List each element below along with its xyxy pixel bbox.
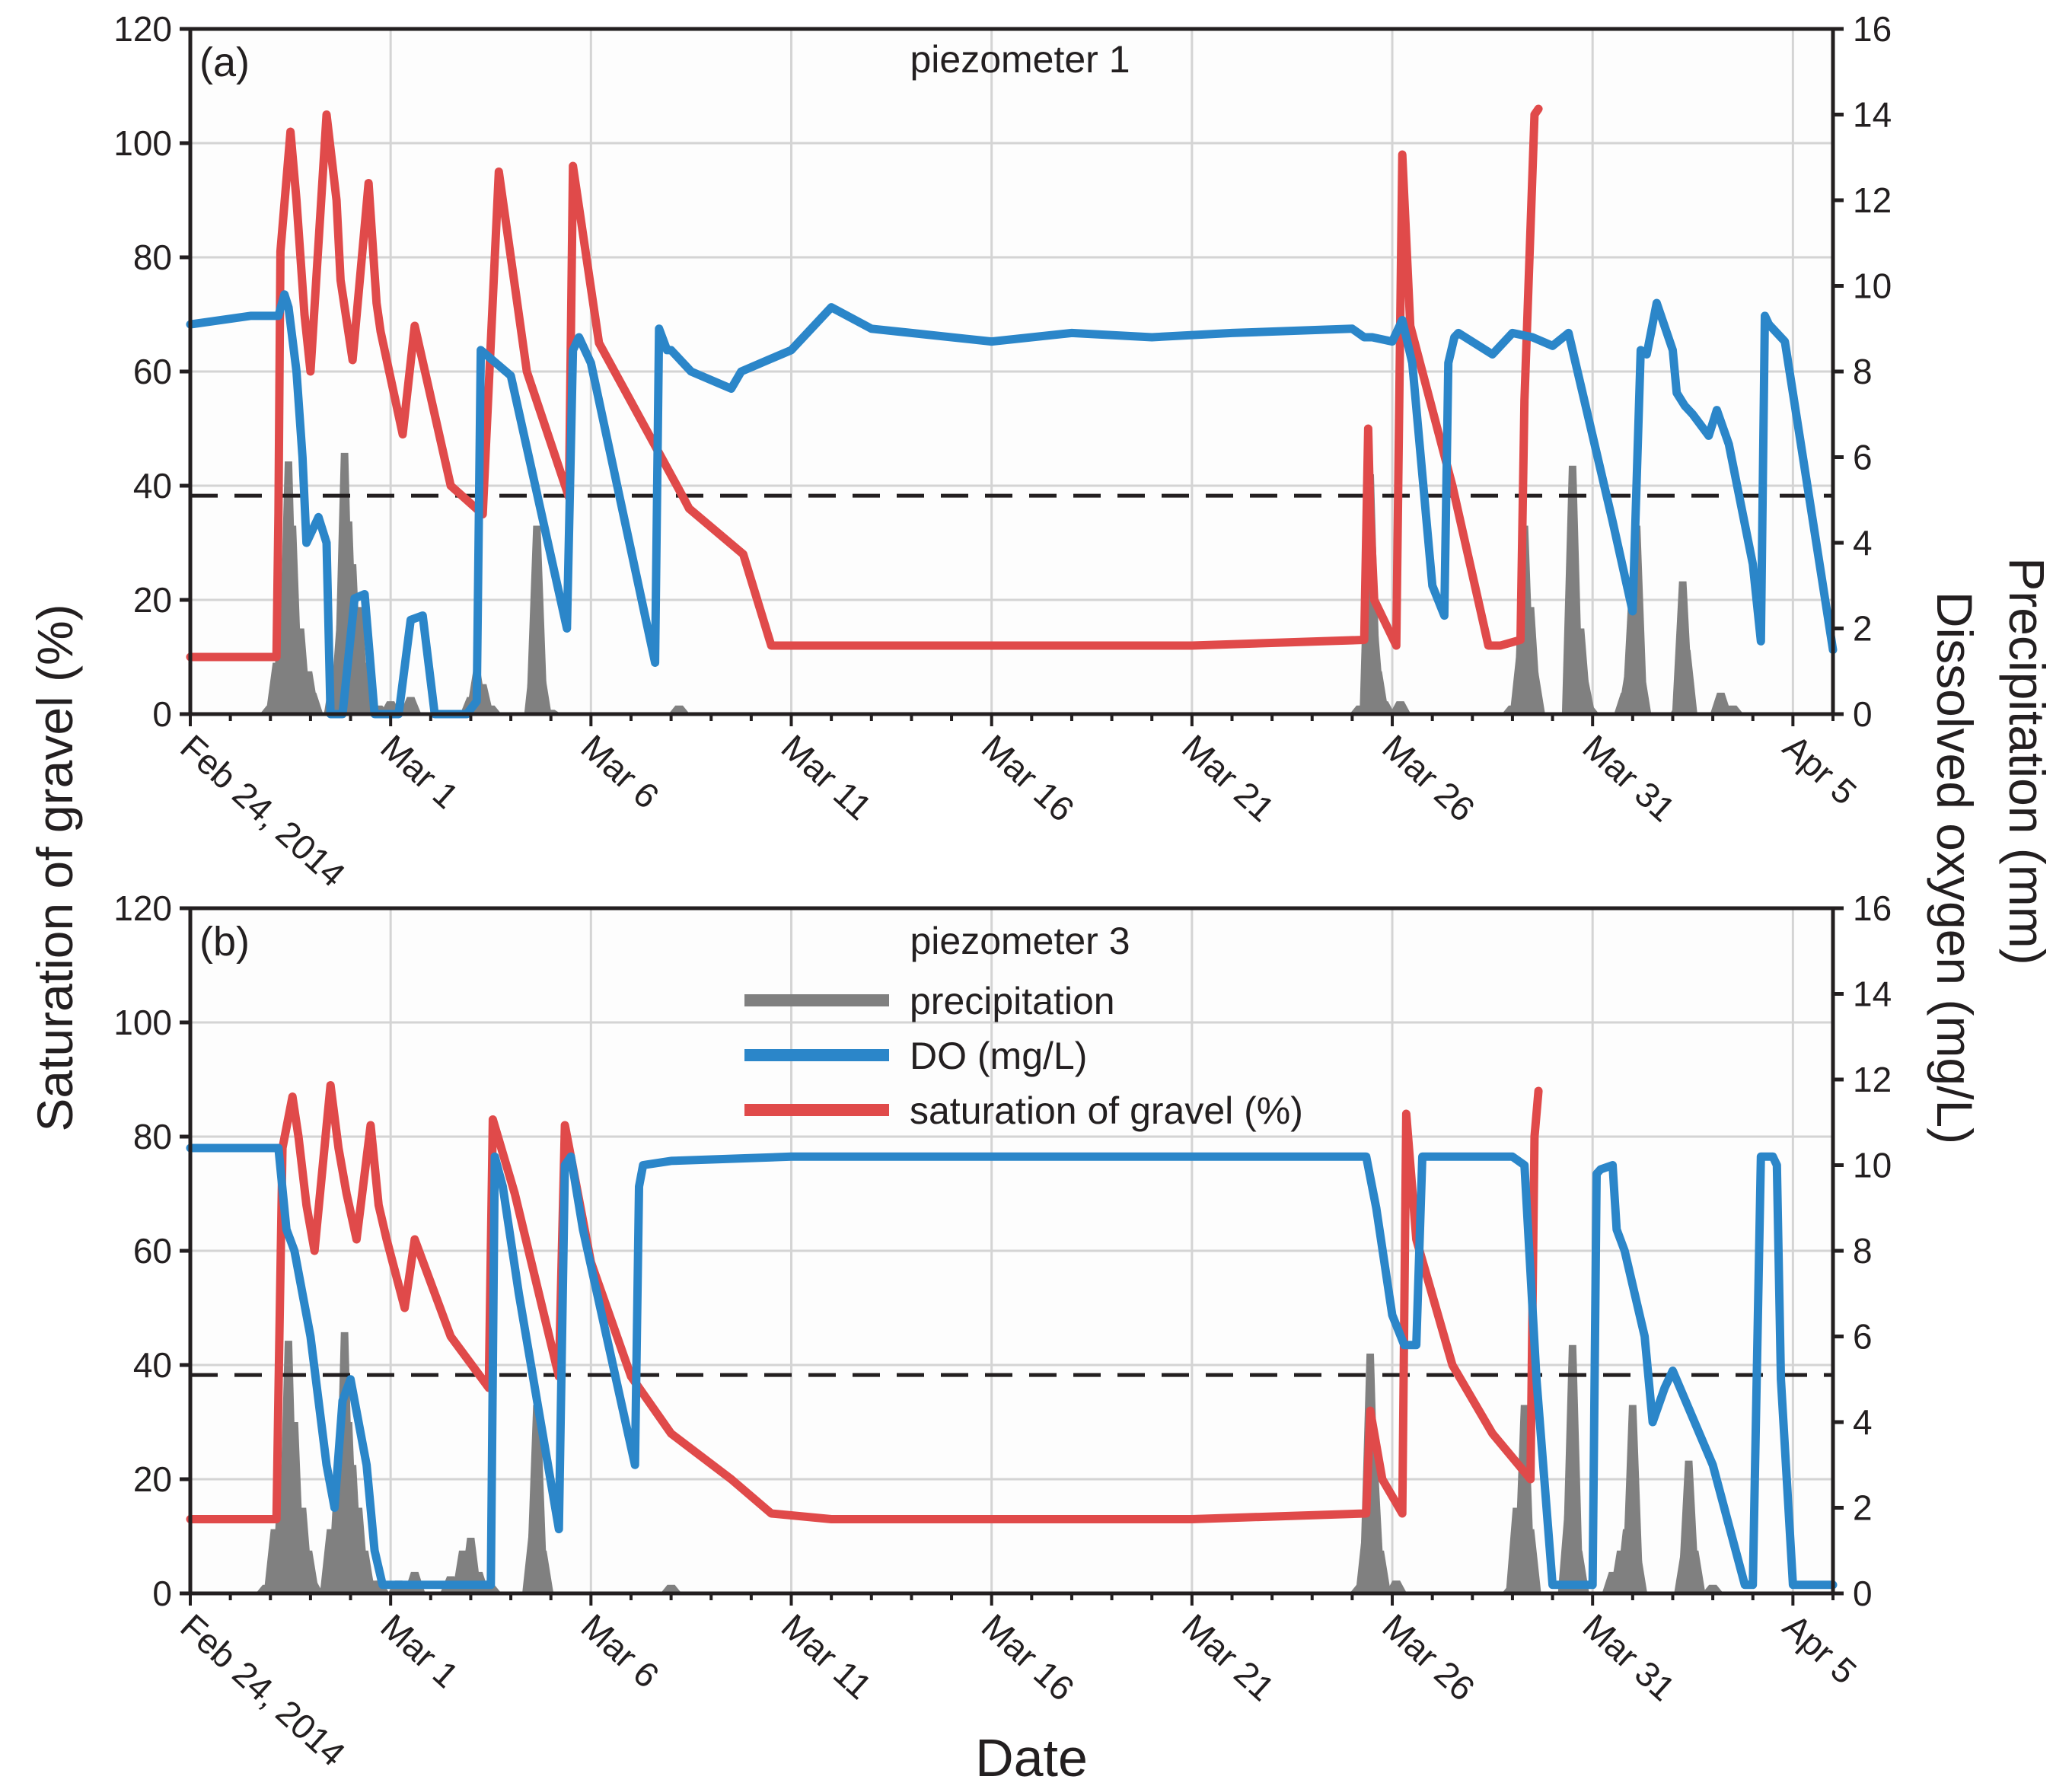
x-tick-label-a-0: Feb 24, 2014 bbox=[173, 727, 352, 895]
precipitation-bar-b-48 bbox=[1684, 1550, 1706, 1593]
y-left-tick-label-b-100: 100 bbox=[113, 1003, 172, 1042]
x-tick-label-b-8: Apr 5 bbox=[1776, 1606, 1865, 1692]
x-axis-label: Date bbox=[975, 1728, 1088, 1786]
x-tick-label-a-8: Apr 5 bbox=[1776, 727, 1865, 812]
y-left-tick-label-b-120: 120 bbox=[113, 888, 172, 928]
precipitation-bar-a-7 bbox=[301, 692, 324, 714]
x-tick-label-b-2: Mar 6 bbox=[574, 1606, 667, 1695]
precipitation-bar-b-44 bbox=[1621, 1405, 1643, 1593]
precipitation-bar-b-7 bbox=[301, 1580, 324, 1593]
y-left-tick-label-b-80: 80 bbox=[133, 1117, 172, 1156]
precipitation-bar-a-50 bbox=[1675, 649, 1697, 714]
y-left-tick-label-a-120: 120 bbox=[113, 9, 172, 49]
y-right-tick-label-b-16: 16 bbox=[1853, 888, 1892, 928]
precipitation-bar-b-27 bbox=[660, 1584, 682, 1593]
precipitation-bar-a-32 bbox=[1373, 701, 1395, 714]
y-left-tick-label-a-0: 0 bbox=[152, 694, 172, 734]
precipitation-bar-b-26 bbox=[532, 1550, 554, 1593]
y-axis-label-right-inner: Dissolved oxygen (mg/L) bbox=[1927, 592, 1983, 1144]
y-right-tick-label-b-14: 14 bbox=[1853, 974, 1892, 1014]
do-line-a bbox=[186, 290, 1838, 719]
y-axis-label-left: Saturation of gravel (%) bbox=[27, 604, 83, 1131]
x-tick-label-a-3: Mar 11 bbox=[774, 727, 880, 828]
panel-title-b: piezometer 3 bbox=[910, 920, 1130, 962]
y-left-tick-label-a-80: 80 bbox=[133, 238, 172, 277]
y-right-tick-label-a-14: 14 bbox=[1853, 95, 1892, 135]
y-left-tick-label-a-20: 20 bbox=[133, 580, 172, 620]
panel-b: 0 20 40 60 80 100 120 0 2 4 6 8 10 12 14 16 Feb 24, 2014… bbox=[113, 888, 1892, 1774]
y-right-tick-label-a-16: 16 bbox=[1853, 9, 1892, 49]
x-tick-label-b-3: Mar 11 bbox=[774, 1606, 880, 1707]
y-right-tick-label-a-2: 2 bbox=[1853, 609, 1873, 649]
x-tick-label-b-1: Mar 1 bbox=[373, 1606, 466, 1695]
y-axis-label-right-outer: Precipitation (mm) bbox=[1999, 557, 2055, 965]
y-right-tick-label-b-12: 12 bbox=[1853, 1060, 1892, 1099]
panel-title-a: piezometer 1 bbox=[910, 38, 1130, 81]
y-left-tick-label-a-100: 100 bbox=[113, 123, 172, 163]
precipitation-bar-a-47 bbox=[1630, 671, 1652, 714]
x-tick-label-b-6: Mar 26 bbox=[1375, 1606, 1482, 1708]
y-right-tick-label-b-10: 10 bbox=[1853, 1146, 1892, 1185]
precipitation-bar-a-53 bbox=[1722, 705, 1744, 714]
precipitation-bar-a-42 bbox=[1577, 705, 1599, 714]
precipitation-bar-b-32 bbox=[1369, 1550, 1391, 1593]
y-right-tick-label-b-0: 0 bbox=[1853, 1574, 1873, 1613]
precipitation-bar-a-18 bbox=[400, 697, 422, 714]
x-tick-label-b-5: Mar 21 bbox=[1175, 1606, 1282, 1708]
x-tick-label-a-2: Mar 6 bbox=[574, 727, 667, 816]
precipitation-bar-b-39 bbox=[1561, 1344, 1583, 1593]
x-tick-label-a-4: Mar 16 bbox=[974, 727, 1082, 829]
x-tick-label-a-1: Mar 1 bbox=[373, 727, 466, 816]
x-tick-label-a-5: Mar 21 bbox=[1175, 727, 1282, 829]
precipitation-bars-a bbox=[260, 452, 1744, 714]
legend-label-do: DO (mg/L) bbox=[910, 1035, 1087, 1077]
y-right-tick-label-a-8: 8 bbox=[1853, 352, 1873, 391]
y-right-tick-label-b-2: 2 bbox=[1853, 1488, 1873, 1528]
x-tick-label-b-4: Mar 16 bbox=[974, 1606, 1082, 1708]
precipitation-bar-a-22 bbox=[480, 705, 502, 714]
panel-label-a: (a) bbox=[199, 40, 250, 85]
panel-a: 0 20 40 60 80 100 120 0 2 4 6 8 10 12 14 16 Feb 24, 2014… bbox=[113, 9, 1892, 895]
y-right-tick-label-b-8: 8 bbox=[1853, 1231, 1873, 1271]
y-left-tick-label-b-60: 60 bbox=[133, 1231, 172, 1271]
y-left-tick-label-b-40: 40 bbox=[133, 1345, 172, 1385]
x-tick-label-b-0: Feb 24, 2014 bbox=[173, 1606, 352, 1774]
panel-label-b: (b) bbox=[199, 919, 250, 965]
grid-a bbox=[190, 29, 1833, 714]
x-tick-label-a-6: Mar 26 bbox=[1375, 727, 1482, 829]
precipitation-bar-a-27 bbox=[668, 705, 690, 714]
x-tick-label-b-7: Mar 31 bbox=[1576, 1606, 1683, 1708]
y-right-tick-label-b-6: 6 bbox=[1853, 1317, 1873, 1357]
do-line-b bbox=[186, 1143, 1838, 1590]
precipitation-bar-b-49 bbox=[1702, 1584, 1724, 1593]
y-right-tick-label-a-4: 4 bbox=[1853, 523, 1873, 563]
y-right-tick-label-b-4: 4 bbox=[1853, 1402, 1873, 1442]
legend-label-saturation: saturation of gravel (%) bbox=[910, 1089, 1303, 1132]
y-left-tick-label-b-20: 20 bbox=[133, 1459, 172, 1499]
precipitation-bar-b-45 bbox=[1626, 1550, 1648, 1593]
y-left-tick-label-a-40: 40 bbox=[133, 466, 172, 506]
y-left-tick-label-b-0: 0 bbox=[152, 1574, 172, 1613]
precipitation-bar-b-37 bbox=[1519, 1529, 1541, 1593]
precipitation-bar-a-24 bbox=[526, 525, 548, 714]
y-left-tick-label-a-60: 60 bbox=[133, 352, 172, 391]
precipitation-bar-a-25 bbox=[530, 671, 552, 714]
y-right-tick-label-a-12: 12 bbox=[1853, 180, 1892, 220]
precipitation-bar-a-38 bbox=[1523, 671, 1545, 714]
legend: precipitation DO (mg/L) saturation of gr… bbox=[744, 980, 1303, 1132]
x-tick-label-a-7: Mar 31 bbox=[1576, 727, 1683, 829]
y-right-tick-label-a-0: 0 bbox=[1853, 694, 1873, 734]
precipitation-bars-b bbox=[256, 1332, 1724, 1593]
y-right-tick-label-a-6: 6 bbox=[1853, 438, 1873, 477]
saturation-line-a bbox=[186, 104, 1543, 662]
precipitation-bar-b-33 bbox=[1385, 1580, 1407, 1593]
y-right-tick-label-a-10: 10 bbox=[1853, 266, 1892, 306]
precipitation-bar-a-33 bbox=[1389, 701, 1411, 714]
legend-label-precipitation: precipitation bbox=[910, 980, 1115, 1022]
